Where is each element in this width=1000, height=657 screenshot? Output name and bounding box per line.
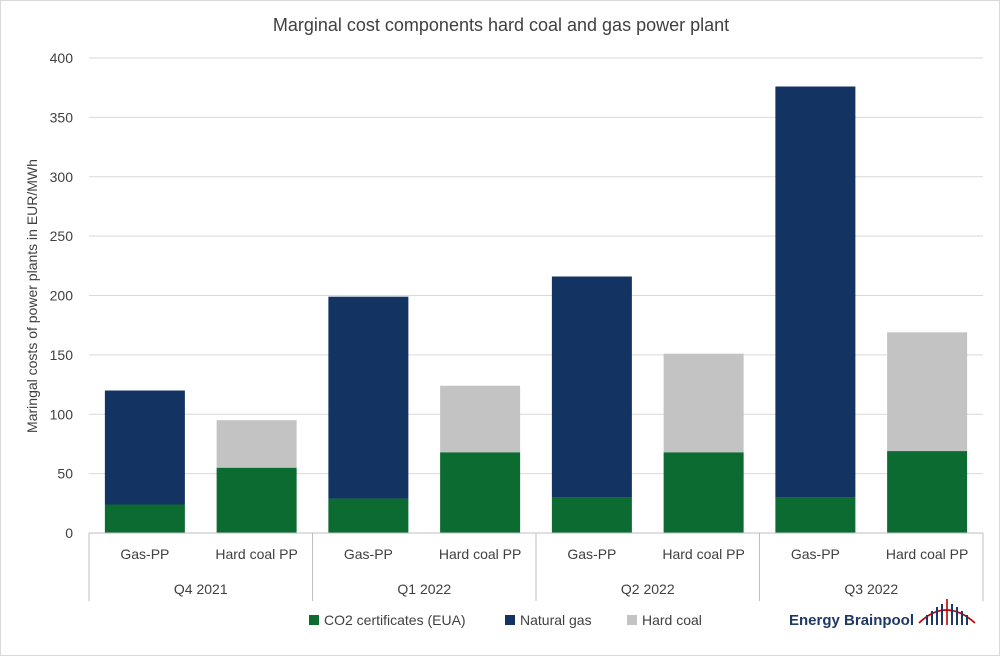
x-group-label: Q3 2022 <box>844 581 898 597</box>
x-category-label: Gas-PP <box>344 546 393 562</box>
bar-segment <box>663 353 744 453</box>
bar-segment <box>551 497 632 533</box>
legend-swatch <box>309 615 319 625</box>
y-axis-title: Maringal costs of power plants in EUR/MW… <box>24 159 40 433</box>
y-tick-label: 300 <box>50 169 74 185</box>
gridlines <box>89 57 983 475</box>
x-category-label: Hard coal PP <box>439 546 521 562</box>
y-tick-label: 100 <box>50 406 74 422</box>
bars <box>104 86 968 533</box>
bar-segment <box>775 86 856 498</box>
energy-brainpool-logo: Energy Brainpool <box>789 599 976 629</box>
bar-segment <box>328 498 409 533</box>
x-group-label: Q4 2021 <box>174 581 228 597</box>
y-tick-label: 350 <box>50 109 74 125</box>
bar-segment <box>551 276 632 498</box>
x-axis: Gas-PP Hard coal PP Gas-PP Hard coal PP Gas-… <box>88 532 984 601</box>
x-group-label: Q2 2022 <box>621 581 675 597</box>
y-tick-label: 250 <box>50 228 74 244</box>
legend-swatch <box>627 615 637 625</box>
x-group-label: Q1 2022 <box>397 581 451 597</box>
bar-segment <box>887 332 968 452</box>
y-tick-label: 0 <box>65 525 73 541</box>
legend-label: CO2 certificates (EUA) <box>324 612 466 628</box>
y-axis-ticks: 0 50 100 150 200 250 300 350 400 <box>50 50 74 541</box>
y-tick-label: 200 <box>50 288 74 304</box>
bar-segment <box>440 385 521 453</box>
bar-segment <box>328 296 409 499</box>
y-tick-label: 50 <box>57 466 73 482</box>
x-category-label: Hard coal PP <box>886 546 968 562</box>
x-category-label: Hard coal PP <box>215 546 297 562</box>
legend-label: Natural gas <box>520 612 592 628</box>
x-category-label: Gas-PP <box>120 546 169 562</box>
bar-segment <box>104 390 185 505</box>
y-tick-label: 150 <box>50 347 74 363</box>
bar-segment <box>216 467 297 533</box>
x-category-label: Hard coal PP <box>662 546 744 562</box>
power-pylon-icon <box>918 599 976 625</box>
bar-segment <box>104 504 185 533</box>
bar-segment <box>440 452 521 533</box>
logo-text: Energy Brainpool <box>789 612 914 629</box>
chart-title: Marginal cost components hard coal and g… <box>273 15 729 35</box>
legend-swatch <box>505 615 515 625</box>
bar-segment <box>663 452 744 533</box>
legend: CO2 certificates (EUA) Natural gas Hard co… <box>309 612 702 628</box>
bar-segment <box>775 497 856 533</box>
x-category-label: Gas-PP <box>791 546 840 562</box>
bar-segment <box>216 420 297 468</box>
x-category-label: Gas-PP <box>567 546 616 562</box>
legend-label: Hard coal <box>642 612 702 628</box>
y-tick-label: 400 <box>50 50 74 66</box>
bar-segment <box>887 451 968 533</box>
